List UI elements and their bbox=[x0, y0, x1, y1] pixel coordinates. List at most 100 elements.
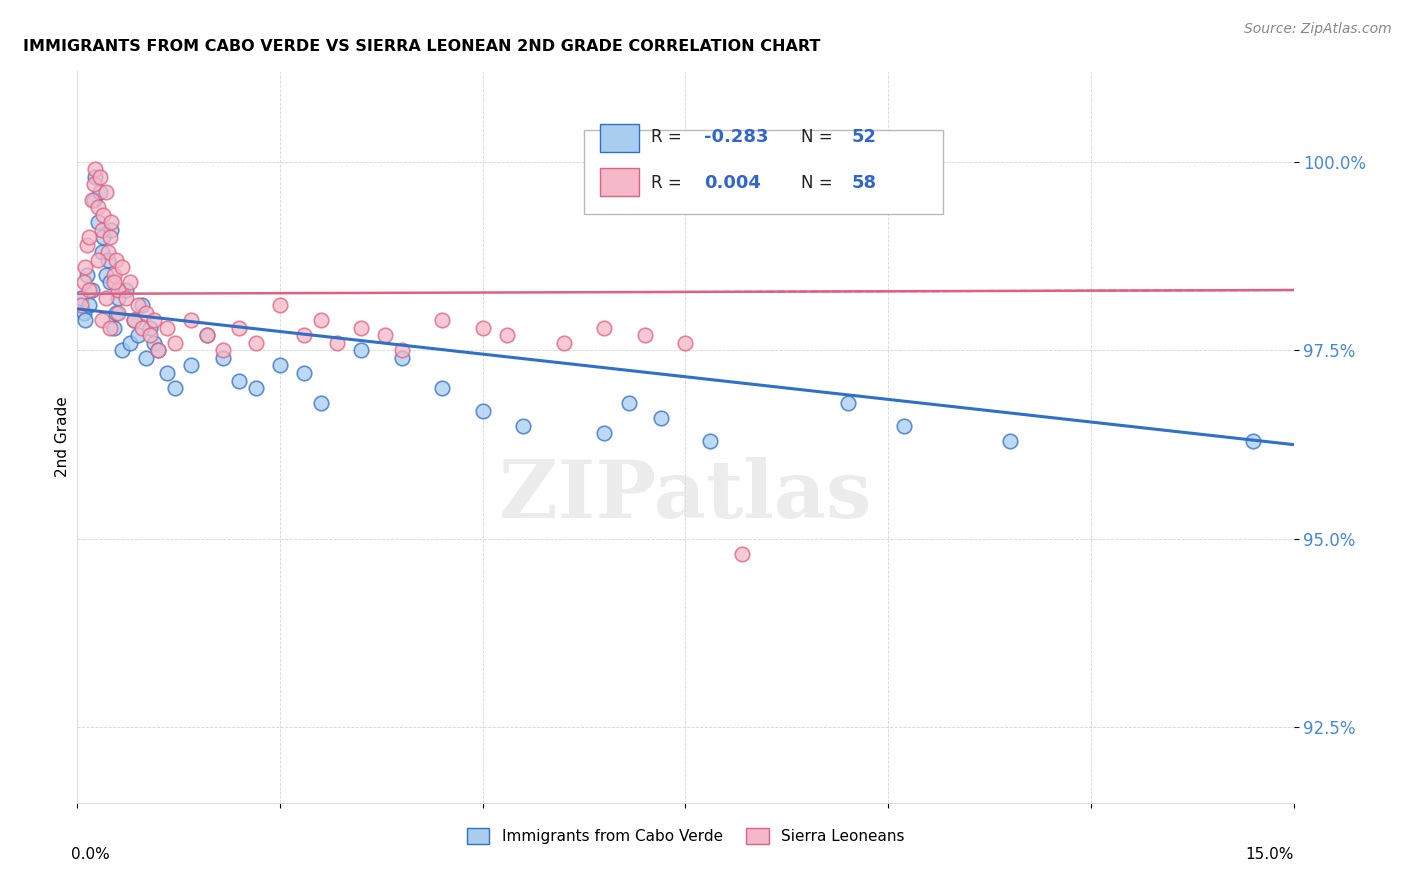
Point bbox=[86, 200, 108, 214]
Text: 58: 58 bbox=[852, 174, 877, 192]
Text: R =: R = bbox=[651, 174, 688, 192]
Point bbox=[228, 320, 250, 334]
Point bbox=[430, 381, 453, 395]
Point bbox=[998, 434, 1021, 448]
Point bbox=[94, 291, 117, 305]
Point bbox=[83, 178, 105, 192]
Point bbox=[107, 306, 129, 320]
Point bbox=[115, 291, 138, 305]
Point bbox=[163, 381, 186, 395]
FancyBboxPatch shape bbox=[585, 130, 943, 214]
Text: N =: N = bbox=[801, 128, 838, 146]
Point bbox=[309, 396, 332, 410]
FancyBboxPatch shape bbox=[600, 168, 640, 195]
Point bbox=[245, 381, 267, 395]
Point bbox=[675, 335, 697, 350]
Point bbox=[118, 335, 141, 350]
Point bbox=[374, 328, 396, 343]
Point bbox=[79, 230, 101, 244]
Point bbox=[148, 343, 170, 358]
Point bbox=[107, 291, 129, 305]
Point bbox=[91, 230, 114, 244]
Point bbox=[86, 215, 108, 229]
Point bbox=[650, 411, 672, 425]
Point bbox=[76, 268, 98, 282]
Point bbox=[471, 320, 494, 334]
Point bbox=[512, 418, 534, 433]
Point bbox=[593, 320, 616, 334]
Point bbox=[98, 276, 121, 290]
Point bbox=[245, 335, 267, 350]
Point bbox=[75, 260, 97, 275]
FancyBboxPatch shape bbox=[600, 124, 640, 152]
Text: N =: N = bbox=[801, 174, 838, 192]
Point bbox=[122, 313, 145, 327]
Point bbox=[228, 374, 250, 388]
Point bbox=[79, 298, 101, 312]
Point bbox=[107, 283, 129, 297]
Point bbox=[98, 230, 121, 244]
Point bbox=[195, 328, 218, 343]
Point bbox=[86, 252, 108, 267]
Point bbox=[155, 320, 177, 334]
Point bbox=[76, 237, 98, 252]
Point bbox=[143, 335, 166, 350]
Text: IMMIGRANTS FROM CABO VERDE VS SIERRA LEONEAN 2ND GRADE CORRELATION CHART: IMMIGRANTS FROM CABO VERDE VS SIERRA LEO… bbox=[22, 38, 820, 54]
Point bbox=[115, 283, 138, 297]
Point bbox=[91, 208, 114, 222]
Point bbox=[103, 276, 125, 290]
Point bbox=[111, 343, 134, 358]
Point bbox=[553, 335, 575, 350]
Point bbox=[80, 193, 103, 207]
Point bbox=[89, 185, 111, 199]
Point bbox=[350, 343, 373, 358]
Point bbox=[135, 351, 157, 365]
Legend: Immigrants from Cabo Verde, Sierra Leoneans: Immigrants from Cabo Verde, Sierra Leone… bbox=[460, 822, 911, 850]
Point bbox=[98, 320, 121, 334]
Point bbox=[292, 366, 315, 380]
Text: 0.004: 0.004 bbox=[703, 174, 761, 192]
Point bbox=[89, 169, 111, 184]
Point bbox=[148, 343, 170, 358]
Point bbox=[634, 328, 657, 343]
Point bbox=[699, 434, 721, 448]
Point bbox=[135, 306, 157, 320]
Point bbox=[84, 169, 107, 184]
Point bbox=[90, 223, 112, 237]
Point bbox=[269, 359, 291, 373]
Text: 52: 52 bbox=[852, 128, 877, 146]
Point bbox=[127, 328, 149, 343]
Point bbox=[94, 185, 117, 199]
Point bbox=[100, 223, 122, 237]
Text: Source: ZipAtlas.com: Source: ZipAtlas.com bbox=[1244, 22, 1392, 37]
Point bbox=[131, 320, 153, 334]
Point bbox=[84, 162, 107, 177]
Point bbox=[90, 313, 112, 327]
Point bbox=[350, 320, 373, 334]
Point bbox=[122, 313, 145, 327]
Point bbox=[163, 335, 186, 350]
Point bbox=[97, 252, 120, 267]
Point bbox=[139, 328, 162, 343]
Point bbox=[75, 313, 97, 327]
Point bbox=[212, 351, 235, 365]
Point bbox=[195, 328, 218, 343]
Point bbox=[326, 335, 349, 350]
Point bbox=[97, 245, 120, 260]
Point bbox=[471, 403, 494, 417]
Point bbox=[100, 215, 122, 229]
Point bbox=[292, 328, 315, 343]
Point bbox=[731, 547, 754, 561]
Text: -0.283: -0.283 bbox=[703, 128, 768, 146]
Point bbox=[139, 320, 162, 334]
Point bbox=[105, 306, 128, 320]
Point bbox=[893, 418, 915, 433]
Point bbox=[593, 426, 616, 441]
Point bbox=[143, 313, 166, 327]
Point bbox=[180, 313, 202, 327]
Point bbox=[430, 313, 453, 327]
Point bbox=[155, 366, 177, 380]
Point bbox=[212, 343, 235, 358]
Point bbox=[127, 298, 149, 312]
Y-axis label: 2nd Grade: 2nd Grade bbox=[55, 397, 70, 477]
